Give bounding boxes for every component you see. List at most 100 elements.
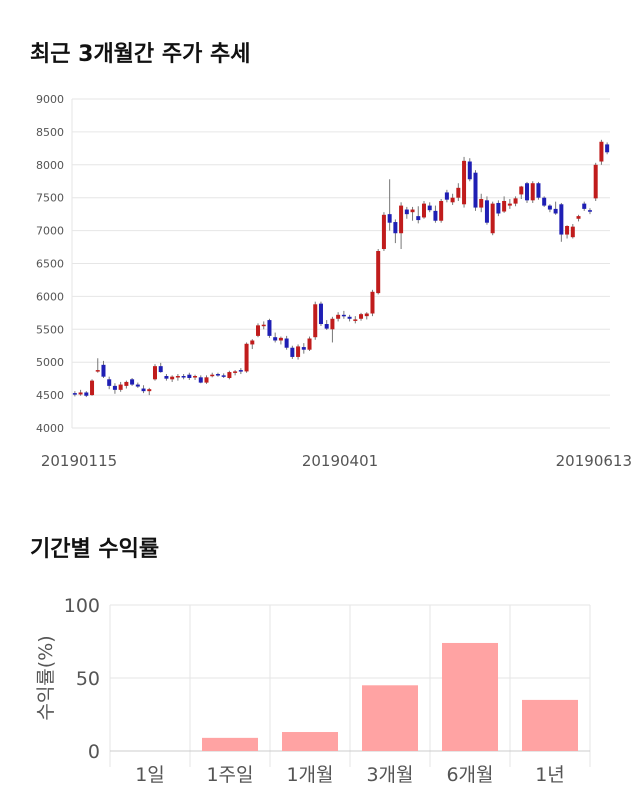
candle-body <box>124 381 129 386</box>
candle-body <box>135 384 140 387</box>
candle-body <box>318 303 323 325</box>
candle-body <box>90 380 95 396</box>
candle-body <box>364 313 369 317</box>
candle-body <box>215 374 220 376</box>
candle-body <box>233 371 238 373</box>
candle-body <box>347 316 352 319</box>
candle-body <box>107 379 112 386</box>
candle-body <box>95 370 100 372</box>
candle-body <box>525 183 530 201</box>
candle-body <box>587 210 592 212</box>
candle-body <box>530 183 535 201</box>
candle-body <box>267 320 272 336</box>
candle-body <box>490 203 495 234</box>
candle-body <box>256 325 261 336</box>
candle-body <box>313 304 318 338</box>
candle-body <box>278 337 283 341</box>
candle-body <box>330 318 335 330</box>
candle-body <box>193 376 198 378</box>
y-tick-label: 6500 <box>36 258 64 271</box>
candle-body <box>605 144 610 153</box>
candle-body <box>238 370 243 372</box>
candle-body <box>381 214 386 250</box>
candle-body <box>502 200 507 212</box>
y-tick-label: 5500 <box>36 323 64 336</box>
candle-body <box>576 216 581 219</box>
returns-chart-title: 기간별 수익률 <box>30 537 160 562</box>
candle-body <box>559 204 564 235</box>
y-tick-label: 6000 <box>36 290 64 303</box>
return-bar <box>282 732 338 751</box>
candle-body <box>198 377 203 383</box>
y-tick-label: 8500 <box>36 126 64 139</box>
candle-body <box>336 314 341 319</box>
candle-body <box>513 198 518 204</box>
candle-body <box>301 347 306 350</box>
candle-body <box>130 379 135 385</box>
candle-body <box>84 392 89 396</box>
candle-body <box>496 202 501 214</box>
stock-chart-title: 최근 3개월간 주가 추세 <box>30 42 251 67</box>
candle-body <box>439 200 444 221</box>
candle-body <box>78 392 83 395</box>
x-tick-label: 1주일 <box>206 764 253 786</box>
y-tick-label: 7000 <box>36 225 64 238</box>
return-bar <box>362 685 418 751</box>
candle-body <box>296 346 301 357</box>
candle-body <box>353 319 358 321</box>
candle-body <box>387 214 392 223</box>
candle-body <box>427 205 432 211</box>
candle-body <box>210 374 215 377</box>
x-tick-label: 20190613 <box>556 452 632 470</box>
candle-body <box>410 209 415 213</box>
candle-body <box>118 384 123 390</box>
candle-body <box>582 203 587 209</box>
candle-body <box>250 340 255 345</box>
candle-body <box>433 210 438 221</box>
candle-body <box>484 200 489 223</box>
candle-body <box>307 338 312 350</box>
y-tick-label: 8000 <box>36 159 64 172</box>
candle-body <box>570 226 575 238</box>
stock-price-chart: 4000 4500 5000 5500 6000 6500 7000 7500 8000 8500… <box>36 93 632 470</box>
candle-body <box>147 389 152 392</box>
candle-body <box>152 366 157 380</box>
y-tick-label: 7500 <box>36 192 64 205</box>
candle-body <box>227 372 232 378</box>
candle-body <box>273 337 278 341</box>
candle-body <box>187 374 192 378</box>
candle-body <box>284 338 289 348</box>
candle-body <box>170 376 175 380</box>
candle-body <box>158 366 163 373</box>
candle-body <box>204 377 209 383</box>
candle-body <box>221 375 226 377</box>
candle-body <box>547 205 552 210</box>
candle-body <box>421 203 426 218</box>
y-tick-label: 50 <box>76 668 100 690</box>
return-bar <box>522 699 578 751</box>
candle-body <box>141 388 146 392</box>
return-bar <box>442 642 498 751</box>
candle-body <box>290 347 295 357</box>
y-tick-label: 5000 <box>36 356 64 369</box>
y-tick-label: 100 <box>64 595 100 617</box>
x-tick-label: 20190115 <box>41 452 117 470</box>
y-tick-label: 4500 <box>36 389 64 402</box>
candle-body <box>370 291 375 314</box>
candle-body <box>467 161 472 180</box>
y-axis-label: 수익률(%) <box>35 635 57 720</box>
return-bar <box>202 737 258 751</box>
candle-body <box>473 172 478 208</box>
candle-body <box>399 205 404 234</box>
candle-body <box>479 199 484 208</box>
candle-body <box>359 314 364 319</box>
candle-body <box>341 314 346 317</box>
candle-body <box>376 250 381 294</box>
candle-body <box>444 192 449 200</box>
candle-body <box>519 186 524 195</box>
candle-body <box>599 141 604 162</box>
candle-body <box>416 216 421 221</box>
candle-body <box>164 376 169 379</box>
x-tick-label: 1년 <box>535 764 565 786</box>
